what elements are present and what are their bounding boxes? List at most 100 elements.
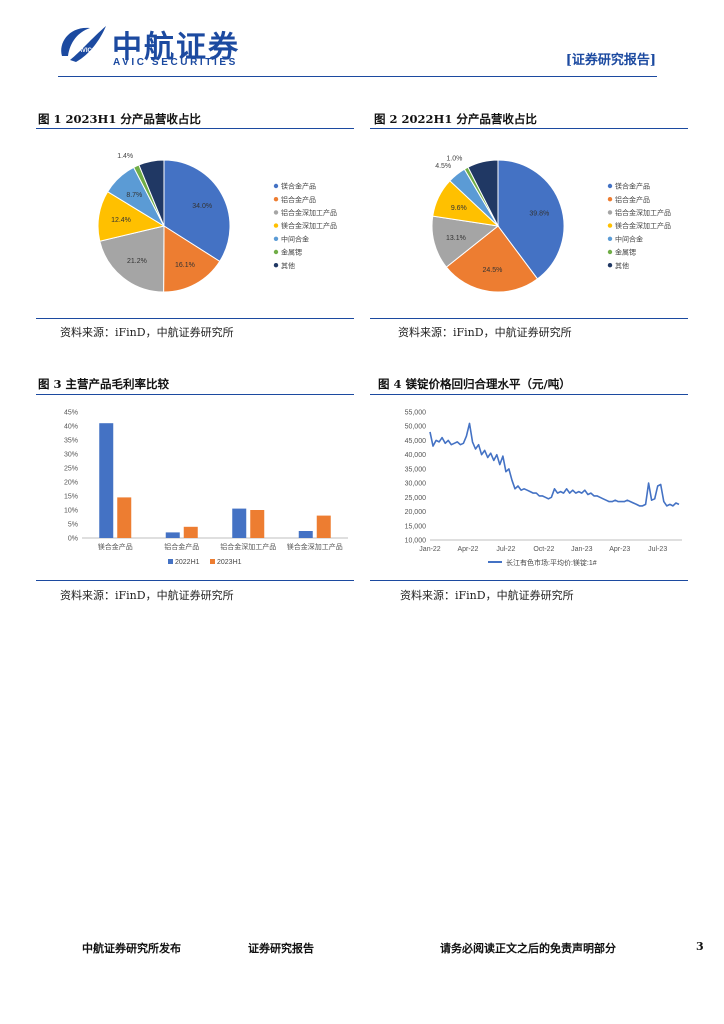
fig1-legend-label-4: 中间合金 <box>281 234 309 243</box>
report-type-tag: [证券研究报告] <box>565 53 656 68</box>
fig2-legend-label-1: 铝合金产品 <box>615 195 650 204</box>
fig4-legend-label: 长江有色市场:平均价:镁锭:1# <box>506 558 597 567</box>
figure-3-source: 资料来源：iFinD，中航证券研究所 <box>60 589 234 602</box>
fig1-legend-marker-3 <box>273 223 279 228</box>
fig4-x-tick-6: Jul-23 <box>648 546 667 553</box>
fig4-y-tick-2: 20,000 <box>405 509 427 516</box>
fig4-x-tick-3: Oct-22 <box>533 546 554 553</box>
figure-4-top-rule <box>370 394 688 395</box>
fig3-y-tick-8: 40% <box>64 424 78 431</box>
figure-2-title: 图 2 2022H1 分产品营收占比 <box>374 112 537 126</box>
figure-1-bottom-rule <box>36 318 354 319</box>
fig1-slice-2 <box>99 225 165 293</box>
fig2-legend-marker-6 <box>607 263 613 268</box>
fig2-data-label-0: 39.8% <box>529 210 549 217</box>
fig2-data-label-4: 4.5% <box>435 163 451 170</box>
fig3-y-tick-6: 30% <box>64 452 78 459</box>
fig1-legend-label-3: 镁合金深加工产品 <box>281 221 337 230</box>
figure-2-source: 资料来源：iFinD，中航证券研究所 <box>398 326 572 339</box>
fig1-data-label-2: 21.2% <box>127 258 147 265</box>
fig3-bar-2022H1-1 <box>165 532 180 538</box>
fig2-legend-label-2: 铝合金深加工产品 <box>615 208 671 217</box>
fig4-x-tick-4: Jan-23 <box>571 546 593 553</box>
fig1-legend-label-1: 铝合金产品 <box>281 195 316 204</box>
figure-2-top-rule <box>370 128 688 129</box>
fig4-x-tick-5: Apr-23 <box>609 546 630 553</box>
figure-1-top-rule <box>36 128 354 129</box>
fig4-y-tick-7: 45,000 <box>405 438 427 445</box>
fig4-x-tick-0: Jan-22 <box>419 546 441 553</box>
footer-publisher: 中航证券研究所发布 <box>82 942 181 955</box>
fig3-legend-label-1: 2023H1 <box>217 559 242 566</box>
figure-3-bar-chart: 0% 5% 10% 15% 20% 25% 30% 35% 40% 45% 镁合金产品 铝合金产品 铝合… <box>64 410 348 566</box>
fig2-legend-label-6: 其他 <box>615 261 629 270</box>
fig2-legend-label-5: 金属锶 <box>615 248 636 257</box>
fig2-data-label-5: 1.0% <box>446 156 462 163</box>
fig1-legend-label-6: 其他 <box>281 261 295 270</box>
fig3-bar-2022H1-2 <box>232 508 247 538</box>
fig1-legend-label-0: 镁合金产品 <box>281 182 316 191</box>
fig3-y-tick-4: 20% <box>64 480 78 487</box>
figure-4-source: 资料来源：iFinD，中航证券研究所 <box>400 589 574 602</box>
figure-4-line-chart: 10,000 15,000 20,000 25,000 30,000 35,000 40,0… <box>405 410 682 567</box>
fig3-x-tick-3: 镁合金深加工产品 <box>287 542 343 551</box>
fig1-legend-marker-4 <box>273 236 279 241</box>
fig1-slice-1 <box>163 225 221 293</box>
fig4-x-tick-2: Jul-22 <box>496 546 515 553</box>
fig3-y-tick-0: 0% <box>68 536 78 543</box>
fig3-bar-2022H1-3 <box>298 531 313 538</box>
fig3-legend-marker-1 <box>210 559 215 564</box>
fig1-legend-marker-1 <box>273 197 279 202</box>
fig4-y-tick-3: 25,000 <box>405 495 427 502</box>
fig1-legend-marker-6 <box>273 263 279 268</box>
fig3-legend-marker-0 <box>168 559 173 564</box>
fig3-bar-2023H1-3 <box>316 515 331 538</box>
fig3-y-tick-5: 25% <box>64 466 78 473</box>
fig3-bar-2023H1-0 <box>117 497 132 538</box>
fig4-y-tick-9: 55,000 <box>405 410 427 417</box>
fig1-legend-label-5: 金属锶 <box>281 248 302 257</box>
fig4-y-tick-0: 10,000 <box>405 538 427 545</box>
fig3-y-tick-3: 15% <box>64 494 78 501</box>
fig4-y-tick-6: 40,000 <box>405 452 427 459</box>
fig2-data-label-1: 24.5% <box>482 267 502 274</box>
fig4-y-tick-8: 50,000 <box>405 424 427 431</box>
fig2-legend-marker-5 <box>607 249 613 255</box>
fig2-legend-marker-2 <box>607 210 613 215</box>
fig3-x-tick-1: 铝合金产品 <box>164 542 199 551</box>
fig3-bar-2023H1-1 <box>183 526 198 538</box>
fig3-bar-2022H1-0 <box>99 423 114 538</box>
figure-3-top-rule <box>36 394 354 395</box>
fig2-legend-label-0: 镁合金产品 <box>615 182 650 191</box>
fig2-slice-6 <box>467 159 499 227</box>
fig2-legend-label-3: 镁合金深加工产品 <box>615 221 671 230</box>
footer-report-type: 证券研究报告 <box>248 942 314 955</box>
fig2-legend-marker-4 <box>607 236 613 241</box>
fig2-slice-0 <box>497 159 565 280</box>
company-logo-emblem: AVIC <box>61 26 106 62</box>
fig1-data-label-5: 1.4% <box>117 153 133 160</box>
fig1-legend-marker-2 <box>273 210 279 215</box>
fig3-x-tick-0: 镁合金产品 <box>98 542 133 551</box>
header-divider <box>58 76 657 77</box>
fig1-data-label-1: 16.1% <box>175 262 195 269</box>
fig1-data-label-4: 8.7% <box>126 192 142 199</box>
fig2-legend-label-4: 中间合金 <box>615 234 643 243</box>
fig3-x-tick-2: 铝合金深加工产品 <box>220 542 276 551</box>
fig2-slice-1 <box>445 225 539 293</box>
figure-2-pie-chart: 39.8% 24.5% 13.1% 9.6% 4.5%1.0% 镁合金产品铝合金产品铝合金… <box>431 156 671 293</box>
footer-disclaimer: 请务必阅读正文之后的免责声明部分 <box>440 942 616 955</box>
figure-4-bottom-rule <box>370 580 688 581</box>
figure-3-bottom-rule <box>36 580 354 581</box>
company-logo-en: AVIC SECURITIES <box>113 57 238 68</box>
fig4-x-tick-1: Apr-22 <box>457 546 478 553</box>
fig2-data-label-2: 13.1% <box>446 235 466 242</box>
fig3-y-tick-9: 45% <box>64 410 78 417</box>
page-number: 3 <box>696 940 704 953</box>
fig3-y-tick-2: 10% <box>64 508 78 515</box>
fig1-data-label-3: 12.4% <box>111 217 131 224</box>
figure-1-title: 图 1 2023H1 分产品营收占比 <box>38 112 201 126</box>
fig1-legend-marker-5 <box>273 249 279 255</box>
fig2-legend-marker-3 <box>607 223 613 228</box>
fig1-slice-6 <box>138 159 165 227</box>
